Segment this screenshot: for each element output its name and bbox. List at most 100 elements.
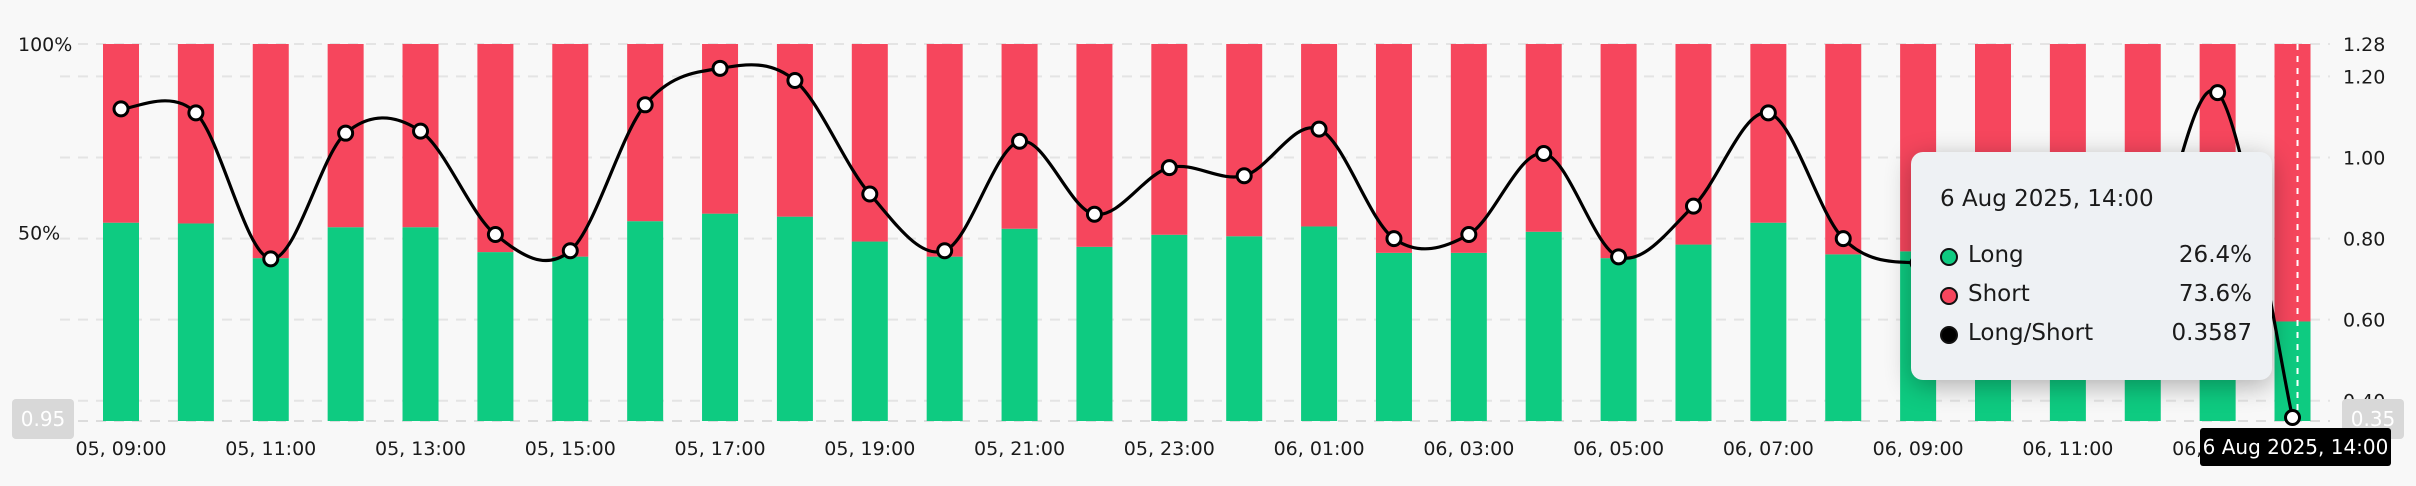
long-bar <box>1825 254 1862 421</box>
long-bar <box>776 216 813 421</box>
x-axis-tick: 06, 05:00 <box>1573 438 1664 460</box>
long-bar <box>402 227 439 421</box>
x-axis-tick: 05, 17:00 <box>675 438 766 460</box>
ratio-point <box>1535 144 1553 162</box>
ratio-point <box>1460 226 1478 244</box>
x-axis-tick: 05, 13:00 <box>375 438 466 460</box>
long-bar <box>1600 258 1637 421</box>
ratio-markers <box>112 59 2302 426</box>
left-axis-tick: 50% <box>18 223 60 245</box>
ratio-point <box>786 71 804 89</box>
short-bar <box>1600 44 1637 259</box>
long-bar <box>552 256 589 421</box>
ratio-point <box>1011 132 1029 150</box>
x-axis-tick: 05, 15:00 <box>525 438 616 460</box>
tooltip-row-ratio: Long/Short 0.3587 <box>1940 320 2252 350</box>
ratio-point <box>561 242 579 260</box>
ratio-point <box>187 104 205 122</box>
ratio-point <box>337 124 355 142</box>
x-axis-tick: 06, 09:00 <box>1873 438 1964 460</box>
tooltip-row-long: Long 26.4% <box>1940 242 2252 272</box>
tooltip-label: Long/Short <box>1968 320 2094 346</box>
long-legend-dot <box>1940 248 1958 266</box>
short-bar <box>1151 44 1188 235</box>
x-axis-tick: 06, 01:00 <box>1274 438 1365 460</box>
ratio-point <box>1834 230 1852 248</box>
x-axis-tick: 06, 11:00 <box>2022 438 2113 460</box>
tooltip-label: Long <box>1968 242 2024 268</box>
long-bar <box>252 258 289 421</box>
ratio-point <box>1310 120 1328 138</box>
tooltip-value: 73.6% <box>2178 281 2252 307</box>
short-bar <box>1450 44 1487 253</box>
right-axis-tick: 1.00 <box>2343 148 2385 170</box>
x-axis-tick: 05, 09:00 <box>75 438 166 460</box>
ratio-point <box>1085 205 1103 223</box>
tooltip-row-short: Short 73.6% <box>1940 281 2252 311</box>
left-axis-edge-badge: 0.95 <box>12 399 74 439</box>
long-bar <box>1076 246 1113 421</box>
long-bar <box>926 256 963 421</box>
x-axis-tick: 05, 21:00 <box>974 438 1065 460</box>
ratio-point <box>861 185 879 203</box>
crosshair-time-label: 6 Aug 2025, 14:00 <box>2200 428 2391 466</box>
long-bar <box>1375 252 1412 421</box>
ratio-point <box>1610 248 1628 266</box>
long-bar <box>1226 236 1263 421</box>
short-bar <box>1525 44 1562 232</box>
right-axis-tick: 0.60 <box>2343 310 2385 332</box>
ratio-point <box>2209 84 2227 102</box>
long-bar <box>851 241 888 421</box>
x-axis-tick: 05, 19:00 <box>824 438 915 460</box>
long-bar <box>1450 252 1487 421</box>
short-bar <box>1750 44 1787 223</box>
long-bar <box>477 252 514 421</box>
long-bar <box>1001 228 1038 421</box>
hover-tooltip: 6 Aug 2025, 14:00 Long 26.4% Short 73.6%… <box>1911 152 2272 380</box>
short-bar <box>552 44 589 257</box>
x-axis-tick: 06, 07:00 <box>1723 438 1814 460</box>
short-bar <box>627 44 664 222</box>
right-axis-tick: 1.20 <box>2343 66 2385 88</box>
long-bar <box>1151 234 1188 421</box>
long-bar <box>327 227 364 421</box>
short-legend-dot <box>1940 287 1958 305</box>
tooltip-value: 26.4% <box>2178 242 2252 268</box>
left-axis-tick: 100% <box>18 34 72 56</box>
ratio-point <box>1235 167 1253 185</box>
long-bar <box>177 223 214 421</box>
tooltip-label: Short <box>1968 281 2030 307</box>
ratio-point <box>711 59 729 77</box>
right-axis-tick: 0.80 <box>2343 229 2385 251</box>
short-bar <box>851 44 888 242</box>
ratio-point <box>486 226 504 244</box>
long-bar <box>1675 244 1712 421</box>
long-bar <box>702 213 739 421</box>
long-bar <box>1301 226 1338 421</box>
short-bar <box>252 44 289 259</box>
long-bar <box>1525 231 1562 421</box>
short-bar <box>1375 44 1412 253</box>
short-bar <box>103 44 139 223</box>
ratio-point <box>636 96 654 114</box>
tooltip-value: 0.3587 <box>2171 320 2252 346</box>
x-axis-tick: 05, 23:00 <box>1124 438 1215 460</box>
ratio-legend-dot <box>1940 326 1958 344</box>
short-bar <box>477 44 514 253</box>
ratio-point <box>1160 159 1178 177</box>
x-axis-tick: 06, 03:00 <box>1423 438 1514 460</box>
long-bar <box>1750 222 1787 421</box>
short-bar <box>776 44 813 217</box>
short-bar <box>1226 44 1263 237</box>
long-bar <box>103 222 139 421</box>
ratio-point <box>936 242 954 260</box>
ratio-point <box>1759 104 1777 122</box>
short-bar <box>926 44 963 257</box>
x-axis-tick: 05, 11:00 <box>225 438 316 460</box>
long-bar <box>627 221 664 421</box>
ratio-point <box>412 122 430 140</box>
ratio-point <box>1684 197 1702 215</box>
long-bar <box>2274 321 2311 421</box>
ratio-point <box>2284 408 2302 426</box>
